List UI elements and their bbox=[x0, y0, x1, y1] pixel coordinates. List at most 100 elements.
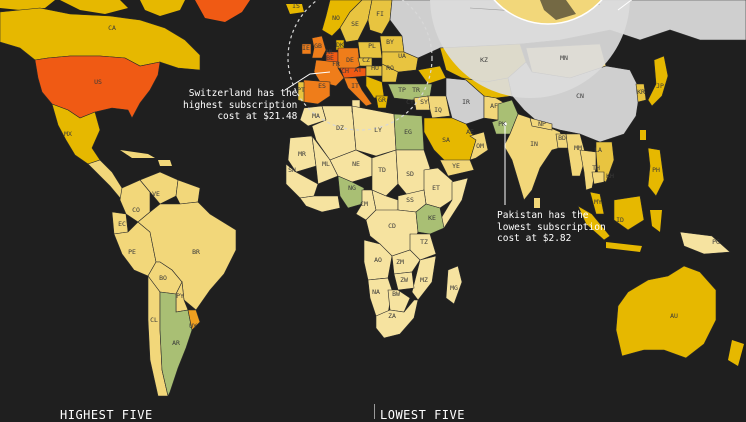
land-ly bbox=[351, 105, 397, 157]
land-zm bbox=[391, 249, 421, 275]
country-label-gb: GB bbox=[314, 42, 322, 50]
annotation-highest: Switzerland has the highest subscription… bbox=[183, 88, 297, 123]
country-label-ne: NE bbox=[352, 160, 360, 168]
land-tw bbox=[640, 130, 646, 140]
heading-highest-five: HIGHEST FIVE bbox=[60, 408, 153, 422]
land-gb bbox=[311, 35, 327, 59]
inset-pointer-line bbox=[617, 0, 633, 11]
country-label-bd: BD bbox=[558, 134, 566, 142]
land-mx bbox=[51, 103, 101, 165]
country-label-fr: FR bbox=[332, 60, 340, 68]
country-label-in: IN bbox=[530, 140, 538, 148]
country-label-sn: SN bbox=[288, 166, 296, 174]
land-fi bbox=[367, 0, 393, 35]
country-label-ua: UA bbox=[398, 52, 406, 60]
country-label-at: AT bbox=[354, 66, 362, 74]
land-arctic-canada bbox=[0, 0, 55, 10]
land-nz bbox=[728, 340, 744, 366]
land-west-coast bbox=[299, 195, 341, 213]
country-label-id: ID bbox=[616, 216, 624, 224]
country-label-ch: CH bbox=[341, 67, 349, 75]
land-png bbox=[679, 231, 731, 255]
land-hispaniola bbox=[158, 160, 172, 166]
land-gr bbox=[375, 95, 389, 109]
country-label-pl: PL bbox=[368, 42, 376, 50]
country-label-cl: CL bbox=[150, 316, 158, 324]
country-label-kr: KR bbox=[637, 88, 645, 96]
country-label-us: US bbox=[94, 78, 102, 86]
land-ml bbox=[311, 134, 339, 185]
country-label-kh: KH bbox=[606, 172, 614, 180]
land-br bbox=[137, 201, 237, 311]
annotation-lowest-line-1: Pakistan has the bbox=[497, 210, 589, 221]
land-ro bbox=[381, 63, 399, 83]
country-label-it: IT bbox=[351, 82, 359, 90]
country-label-br: BR bbox=[192, 248, 200, 256]
land-np bbox=[529, 117, 553, 131]
country-label-bw: BW bbox=[392, 290, 400, 298]
country-label-dk: DK bbox=[336, 41, 344, 49]
country-label-au: AU bbox=[670, 312, 678, 320]
country-label-la: LA bbox=[594, 146, 602, 154]
country-label-pe: PE bbox=[128, 248, 136, 256]
country-label-ke: KE bbox=[428, 214, 436, 222]
country-label-ss: SS bbox=[406, 196, 414, 204]
country-label-et: ET bbox=[432, 184, 440, 192]
land-za bbox=[375, 299, 419, 339]
country-label-ao: AO bbox=[374, 256, 382, 264]
country-label-ye: YE bbox=[452, 162, 460, 170]
country-label-ph: PH bbox=[652, 166, 660, 174]
inset-grey-circle bbox=[430, 0, 630, 98]
country-label-ar: AR bbox=[172, 339, 180, 347]
country-label-ir: IR bbox=[462, 98, 470, 106]
country-label-ml: ML bbox=[322, 160, 330, 168]
country-label-fi: FI bbox=[376, 10, 384, 18]
country-label-is: IS bbox=[292, 2, 300, 10]
highest-pointer-line bbox=[284, 71, 331, 91]
land-ma bbox=[299, 105, 327, 127]
country-label-by: BY bbox=[386, 38, 394, 46]
land-iq bbox=[427, 95, 451, 119]
land-greenland bbox=[195, 0, 250, 22]
country-label-zm: ZM bbox=[396, 258, 404, 266]
country-label-nl: NL bbox=[326, 48, 334, 56]
country-label-se: SE bbox=[351, 20, 359, 28]
country-label-dz: DZ bbox=[336, 124, 344, 132]
country-label-cz: CZ bbox=[362, 56, 370, 64]
country-label-tr: TR bbox=[412, 86, 420, 94]
land-arctic-canada2 bbox=[60, 0, 128, 14]
land-ie bbox=[301, 43, 312, 55]
country-label-ma: MA bbox=[312, 112, 320, 120]
annotation-highest-line-1: Switzerland has the bbox=[188, 88, 298, 99]
land-it bbox=[343, 77, 373, 107]
country-label-no: NO bbox=[332, 14, 340, 22]
land-mg bbox=[445, 265, 463, 305]
inset-yellow-shape bbox=[540, 0, 576, 20]
country-label-iq: IQ bbox=[434, 106, 442, 114]
land-om bbox=[469, 131, 489, 161]
heading-lowest-five: LOWEST FIVE bbox=[380, 408, 465, 422]
land-java bbox=[606, 242, 642, 252]
country-label-zw: ZW bbox=[400, 276, 408, 284]
land-lk bbox=[534, 198, 540, 208]
country-label-mr: MR bbox=[298, 150, 306, 158]
country-label-th: TH bbox=[592, 164, 600, 172]
land-tz bbox=[409, 233, 437, 261]
annotation-lowest-line-2: lowest subscription bbox=[497, 221, 606, 233]
land-ke bbox=[415, 203, 445, 235]
country-label-cm: CM bbox=[360, 200, 368, 208]
land-arctic-canada3 bbox=[140, 0, 185, 16]
land-se bbox=[339, 0, 373, 43]
land-borneo bbox=[613, 195, 645, 231]
country-label-ro: RO bbox=[386, 64, 394, 72]
land-mr bbox=[287, 135, 317, 173]
country-label-sa: SA bbox=[442, 136, 450, 144]
country-label-sd: SD bbox=[406, 170, 414, 178]
country-label-uy: UY bbox=[189, 322, 197, 330]
country-label-za: ZA bbox=[388, 312, 396, 320]
country-label-mn: MN bbox=[560, 54, 568, 62]
country-label-pk: PK bbox=[498, 120, 506, 128]
land-bw bbox=[387, 289, 411, 313]
country-label-om: OM bbox=[476, 142, 484, 150]
